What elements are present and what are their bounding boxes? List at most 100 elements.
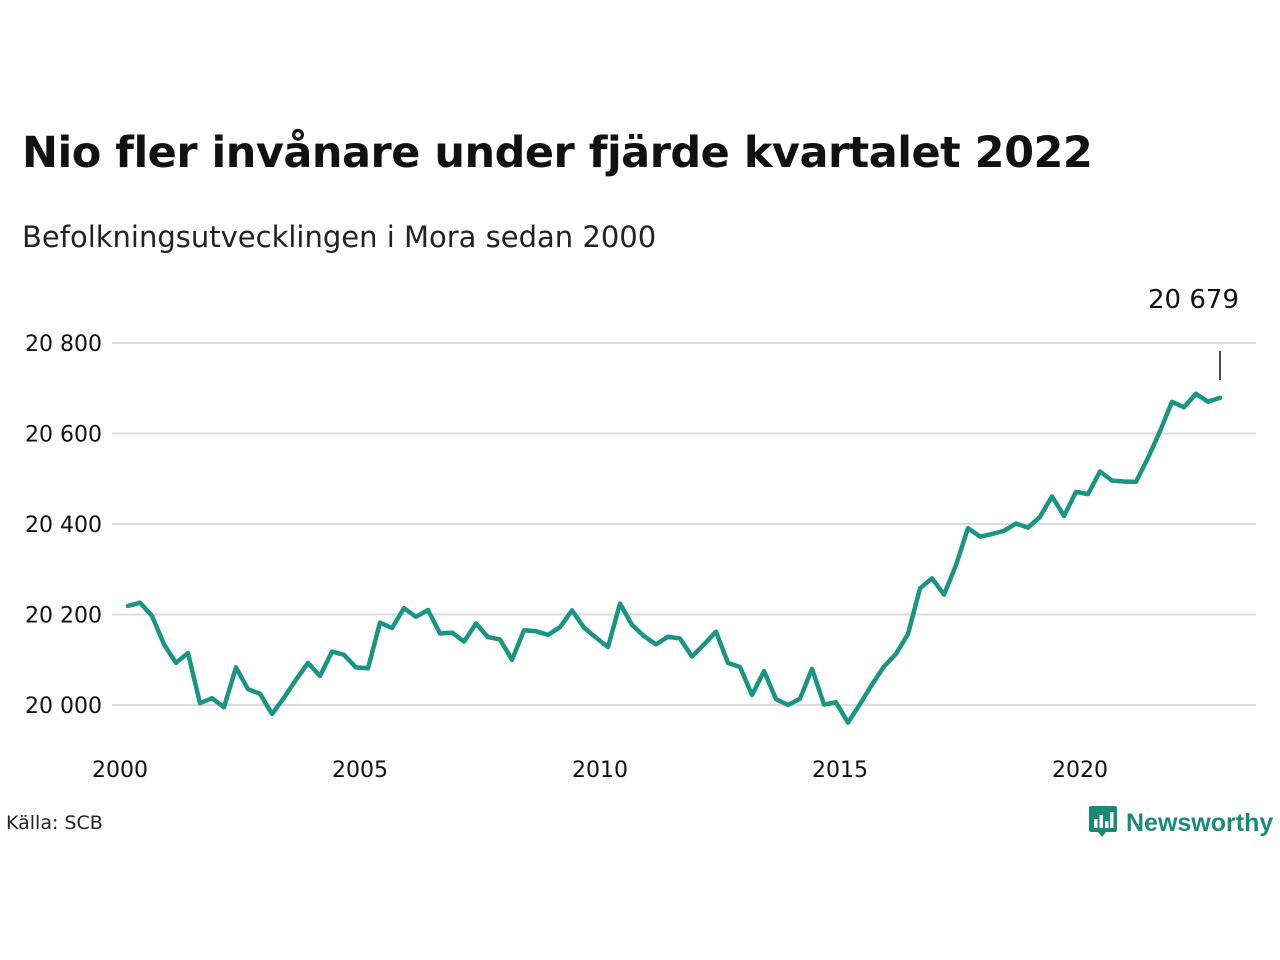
data-point <box>1062 513 1067 518</box>
y-axis-labels: 20 000 20 200 20 400 20 600 20 800 <box>25 332 102 719</box>
data-point <box>1038 514 1043 519</box>
data-point <box>858 702 863 707</box>
data-point <box>1170 399 1175 404</box>
data-point <box>714 629 719 634</box>
data-point <box>990 532 995 537</box>
data-point <box>294 677 299 682</box>
bar-chart-speech-icon <box>1088 804 1118 842</box>
data-point <box>1098 469 1103 474</box>
data-point <box>402 606 407 611</box>
data-point <box>906 632 911 637</box>
annotation-label: 20 679 <box>1148 285 1239 315</box>
data-point <box>330 649 335 654</box>
data-point <box>1206 399 1211 404</box>
y-tick-label: 20 400 <box>25 513 102 538</box>
data-point <box>690 654 695 659</box>
data-point <box>546 632 551 637</box>
data-point <box>126 604 131 609</box>
x-axis-labels: 2000 2005 2010 2015 2020 <box>92 758 1108 783</box>
data-point <box>174 661 179 666</box>
x-tick-label: 2015 <box>812 758 868 783</box>
data-point <box>582 625 587 630</box>
data-point <box>366 666 371 671</box>
newsworthy-logo[interactable]: Newsworthy <box>1088 804 1273 842</box>
data-point <box>882 664 887 669</box>
data-point <box>414 614 419 619</box>
data-point <box>438 631 443 636</box>
x-tick-label: 2020 <box>1052 758 1108 783</box>
data-point <box>1218 395 1223 400</box>
data-point <box>1194 391 1199 396</box>
x-tick-label: 2005 <box>332 758 388 783</box>
data-point <box>210 696 215 701</box>
data-point <box>1182 405 1187 410</box>
data-point <box>750 693 755 698</box>
data-point <box>930 576 935 581</box>
data-point <box>894 651 899 656</box>
y-tick-label: 20 600 <box>25 423 102 448</box>
y-tick-label: 20 200 <box>25 604 102 629</box>
data-point <box>618 601 623 606</box>
data-point <box>810 666 815 671</box>
data-point <box>234 665 239 670</box>
series-line <box>125 391 1223 725</box>
data-point <box>162 642 167 647</box>
data-point <box>558 625 563 630</box>
x-tick-label: 2010 <box>572 758 628 783</box>
data-point <box>1050 494 1055 499</box>
data-point <box>678 636 683 641</box>
data-point <box>474 621 479 626</box>
data-point <box>1074 489 1079 494</box>
data-point <box>762 669 767 674</box>
data-point <box>786 703 791 708</box>
data-point <box>1002 528 1007 533</box>
data-point <box>270 712 275 717</box>
y-tick-label: 20 000 <box>25 694 102 719</box>
data-point <box>1110 478 1115 483</box>
data-point <box>654 642 659 647</box>
data-point <box>246 687 251 692</box>
data-point <box>522 628 527 633</box>
x-tick-label: 2000 <box>92 758 148 783</box>
y-tick-label: 20 800 <box>25 332 102 357</box>
annotation: 20 679 <box>1148 285 1239 380</box>
source-note: Källa: SCB <box>6 812 103 834</box>
data-point <box>282 695 287 700</box>
data-point <box>918 586 923 591</box>
data-point <box>378 620 383 625</box>
data-point <box>150 613 155 618</box>
data-point <box>738 665 743 670</box>
data-point <box>822 702 827 707</box>
data-point <box>978 534 983 539</box>
data-point <box>834 700 839 705</box>
data-point <box>606 645 611 650</box>
data-point <box>702 642 707 647</box>
data-point <box>450 630 455 635</box>
data-point <box>258 691 263 696</box>
data-point <box>870 682 875 687</box>
data-point <box>966 526 971 531</box>
data-point <box>942 592 947 597</box>
data-point <box>486 635 491 640</box>
data-point <box>666 634 671 639</box>
chart-title: Nio fler invånare under fjärde kvartalet… <box>22 128 1093 178</box>
brand-name: Newsworthy <box>1126 808 1274 837</box>
data-point <box>1158 429 1163 434</box>
data-point <box>1146 456 1151 461</box>
data-point <box>222 705 227 710</box>
data-point <box>138 600 143 605</box>
data-point <box>390 626 395 631</box>
data-point <box>954 563 959 568</box>
grid-lines <box>112 342 1256 706</box>
data-point <box>570 608 575 613</box>
data-point <box>306 661 311 666</box>
data-point <box>1014 521 1019 526</box>
data-point <box>186 651 191 656</box>
data-point <box>510 657 515 662</box>
chart-subtitle: Befolkningsutvecklingen i Mora sedan 200… <box>22 220 657 254</box>
data-point <box>318 674 323 679</box>
data-point <box>1026 525 1031 530</box>
data-point <box>534 629 539 634</box>
data-point <box>354 665 359 670</box>
